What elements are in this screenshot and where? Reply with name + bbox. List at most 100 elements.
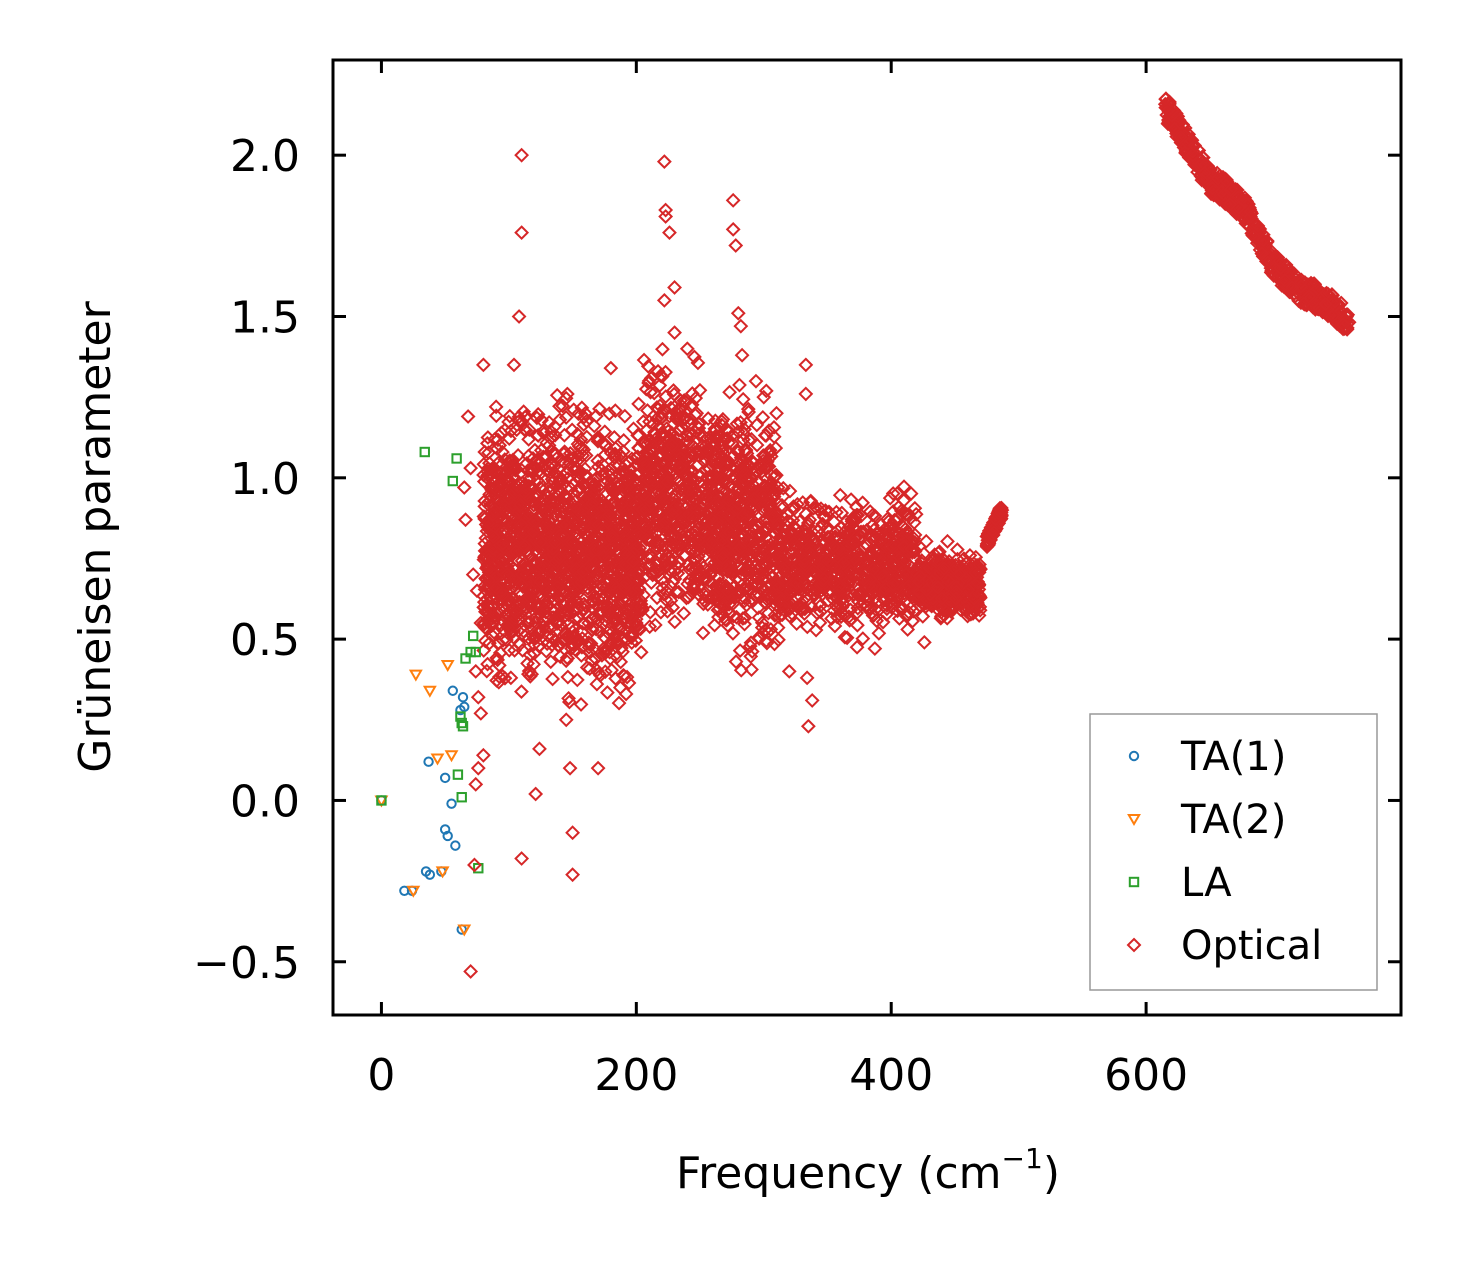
optical-point — [481, 573, 496, 588]
optical-point — [631, 566, 647, 581]
optical-point — [629, 565, 645, 581]
ta-1-point — [447, 685, 458, 696]
optical-point — [631, 396, 647, 412]
optical-point — [504, 546, 520, 562]
optical-point — [696, 596, 711, 612]
optical-point — [656, 292, 672, 308]
optical-point — [624, 635, 640, 651]
optical-point — [1176, 128, 1192, 144]
optical-point — [1277, 272, 1293, 288]
optical-point — [685, 438, 700, 454]
optical-point — [804, 693, 820, 708]
optical-point — [518, 579, 533, 595]
la-point — [451, 453, 462, 464]
optical-point — [865, 608, 881, 623]
optical-point — [732, 643, 748, 658]
x-tick-label: 600 — [1104, 1050, 1188, 1101]
optical-point — [494, 473, 510, 489]
optical-point — [671, 584, 687, 600]
optical-point — [488, 408, 504, 424]
optical-point — [558, 653, 574, 669]
optical-point — [623, 534, 639, 550]
optical-point — [569, 672, 585, 688]
optical-point — [473, 705, 489, 721]
optical-point — [506, 629, 521, 645]
optical-point — [495, 600, 511, 616]
optical-point — [1171, 112, 1187, 128]
legend-label: LA — [1181, 860, 1232, 906]
optical-point — [575, 616, 591, 631]
optical-point — [468, 776, 484, 792]
optical-point — [567, 628, 582, 643]
optical-point — [727, 526, 742, 542]
optical-point — [501, 599, 517, 615]
optical-point — [641, 375, 657, 391]
optical-point — [574, 400, 590, 416]
optical-point — [523, 464, 539, 480]
x-tick-label: 200 — [594, 1050, 678, 1101]
optical-point — [558, 712, 574, 728]
optical-point — [590, 430, 606, 445]
optical-point — [707, 413, 723, 429]
optical-point — [565, 867, 581, 883]
optical-point — [912, 584, 928, 600]
optical-point — [734, 347, 750, 363]
optical-point — [535, 479, 551, 495]
optical-point — [685, 538, 701, 553]
optical-point — [619, 600, 634, 616]
optical-point — [643, 575, 659, 590]
optical-point — [1170, 108, 1186, 124]
optical-point — [682, 562, 698, 577]
optical-point — [663, 530, 679, 546]
optical-point — [789, 616, 805, 631]
optical-point — [1187, 138, 1203, 153]
optical-point — [755, 487, 771, 503]
optical-point — [559, 386, 575, 402]
optical-point — [930, 552, 946, 568]
optical-point — [479, 663, 495, 679]
optical-point — [568, 592, 584, 608]
legend-label: TA(1) — [1180, 734, 1286, 780]
optical-point — [695, 625, 711, 641]
optical-point — [584, 496, 600, 511]
optical-point — [748, 373, 764, 389]
optical-point — [1196, 165, 1212, 181]
optical-point — [761, 423, 777, 439]
optical-point — [864, 579, 879, 594]
optical-point — [758, 383, 774, 399]
optical-point — [607, 458, 623, 473]
optical-point — [570, 543, 585, 559]
optical-point — [709, 523, 725, 539]
optical-point — [660, 423, 676, 439]
optical-point — [849, 639, 865, 655]
optical-point — [479, 470, 494, 485]
optical-point — [555, 528, 571, 544]
ta-1-point — [439, 772, 451, 784]
optical-point — [602, 596, 618, 612]
optical-point — [889, 486, 905, 502]
optical-point — [608, 671, 624, 686]
optical-point — [460, 409, 476, 424]
optical-point — [529, 410, 545, 426]
optical-point — [532, 741, 547, 757]
optical-point — [671, 555, 687, 571]
optical-point — [733, 662, 749, 678]
optical-point — [686, 510, 702, 526]
optical-point — [707, 438, 723, 453]
optical-point — [655, 580, 671, 596]
axis-tick-labels: 0 200 400 600−0.50.00.51.01.52.0 — [193, 131, 1188, 1101]
optical-point — [586, 477, 602, 493]
optical-point — [616, 622, 632, 638]
optical-point — [933, 610, 949, 626]
optical-point — [919, 591, 935, 607]
optical-point — [737, 534, 752, 550]
optical-point — [847, 512, 863, 527]
optical-point — [526, 481, 542, 496]
optical-point — [704, 511, 719, 527]
optical-point — [656, 154, 672, 170]
optical-point — [737, 515, 752, 531]
optical-point — [680, 414, 696, 429]
optical-point — [470, 689, 486, 705]
optical-point — [986, 524, 1002, 540]
optical-point — [1296, 296, 1312, 312]
